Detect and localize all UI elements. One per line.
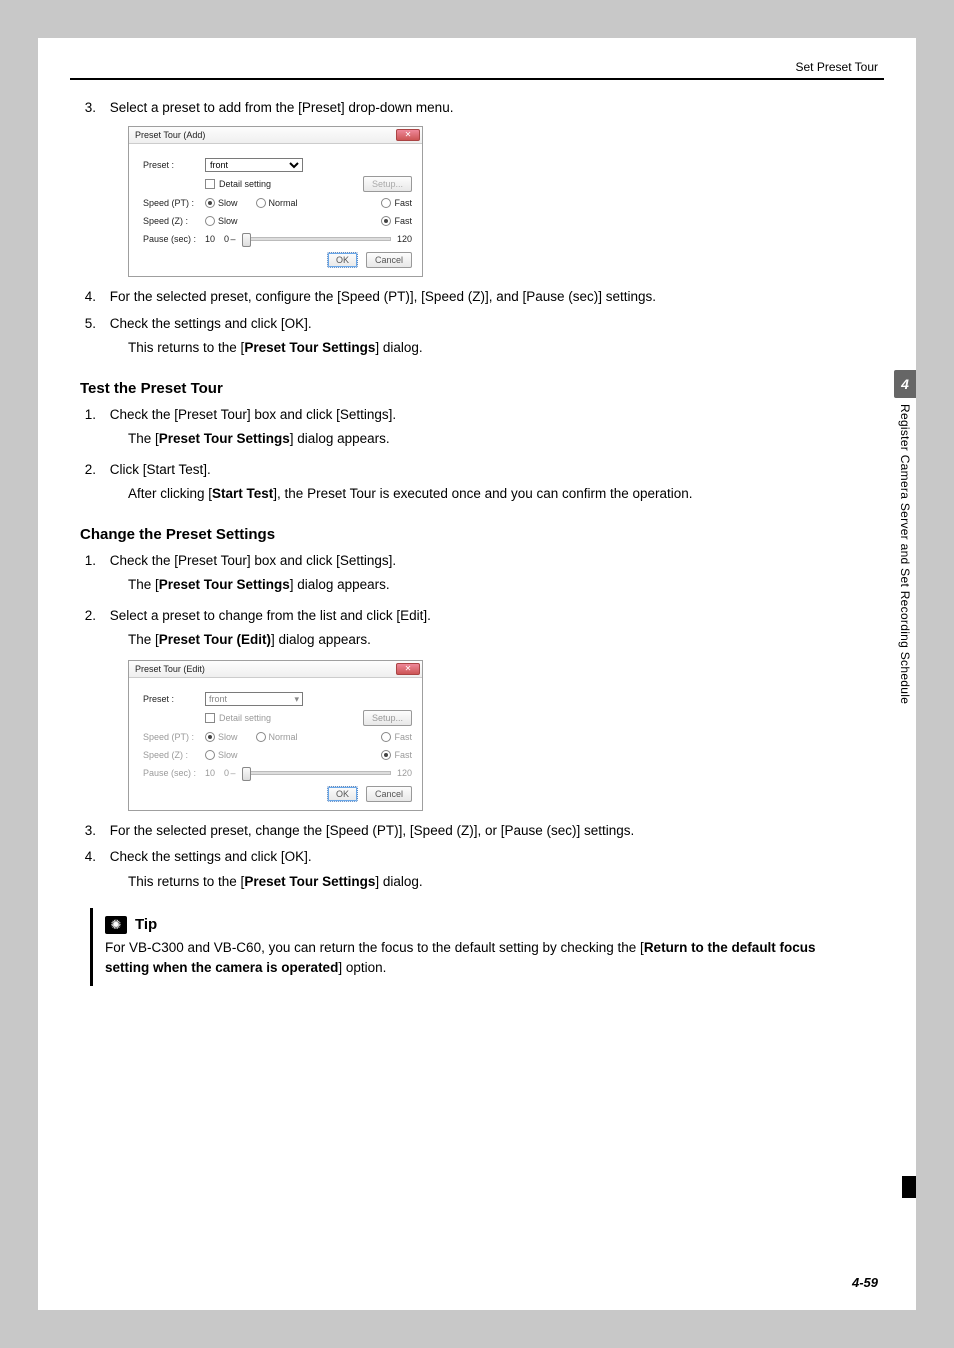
change-step-2-sub: The [Preset Tour (Edit)] dialog appears. — [128, 630, 856, 650]
dialog-titlebar: Preset Tour (Edit) ✕ — [129, 661, 422, 678]
test-step-2: 2. Click [Start Test]. — [80, 460, 856, 480]
speed-z-slow-radio[interactable] — [205, 216, 215, 226]
ok-button[interactable]: OK — [327, 252, 358, 268]
pause-max: 120 — [397, 768, 412, 778]
speed-z-fast-radio[interactable] — [381, 216, 391, 226]
detail-checkbox[interactable] — [205, 713, 215, 723]
speed-pt-normal-radio[interactable] — [256, 198, 266, 208]
pause-value: 0 — [215, 768, 229, 778]
pause-min: 10 — [205, 768, 215, 778]
header-right: Set Preset Tour — [70, 60, 884, 74]
pause-min: 10 — [205, 234, 215, 244]
setup-button[interactable]: Setup... — [363, 710, 412, 726]
dialog-title: Preset Tour (Add) — [135, 130, 205, 140]
edge-marker — [902, 1176, 916, 1198]
tip-label: Tip — [135, 916, 157, 933]
section-test-title: Test the Preset Tour — [80, 380, 856, 397]
chevron-down-icon: ▾ — [294, 694, 299, 705]
preset-tour-add-dialog: Preset Tour (Add) ✕ Preset : front Detai… — [128, 126, 423, 277]
detail-checkbox[interactable] — [205, 179, 215, 189]
pause-value: 0 — [215, 234, 229, 244]
tip-icon: ✺ — [105, 916, 127, 934]
dialog-titlebar: Preset Tour (Add) ✕ — [129, 127, 422, 144]
step-5-sub: This returns to the [Preset Tour Setting… — [128, 338, 856, 358]
change-step-4: 4. Check the settings and click [OK]. — [80, 847, 856, 867]
test-step-1: 1. Check the [Preset Tour] box and click… — [80, 405, 856, 425]
tip-box: ✺ Tip For VB-C300 and VB-C60, you can re… — [90, 908, 856, 987]
preset-label: Preset : — [143, 694, 205, 704]
chapter-title: Register Camera Server and Set Recording… — [898, 404, 912, 704]
step-text: Check the settings and click [OK]. — [110, 316, 312, 331]
preset-label: Preset : — [143, 160, 205, 170]
setup-button[interactable]: Setup... — [363, 176, 412, 192]
page: Set Preset Tour 4 Register Camera Server… — [38, 38, 916, 1310]
preset-select: front▾ — [205, 692, 303, 706]
pause-label: Pause (sec) : — [143, 234, 205, 244]
speed-pt-normal-radio[interactable] — [256, 732, 266, 742]
speed-z-label: Speed (Z) : — [143, 750, 205, 760]
cancel-button[interactable]: Cancel — [366, 252, 412, 268]
step-num: 4. — [80, 287, 106, 307]
ok-button[interactable]: OK — [327, 786, 358, 802]
chapter-tab: 4 Register Camera Server and Set Recordi… — [894, 370, 916, 704]
speed-pt-slow-radio[interactable] — [205, 732, 215, 742]
step-num: 5. — [80, 314, 106, 334]
preset-tour-edit-dialog: Preset Tour (Edit) ✕ Preset : front▾ Det… — [128, 660, 423, 811]
header-rule — [70, 78, 884, 80]
step-5: 5. Check the settings and click [OK]. — [80, 314, 856, 334]
change-step-4-sub: This returns to the [Preset Tour Setting… — [128, 872, 856, 892]
step-text: Select a preset to add from the [Preset]… — [110, 100, 454, 115]
step-text: For the selected preset, configure the [… — [110, 289, 656, 304]
speed-pt-label: Speed (PT) : — [143, 198, 205, 208]
chapter-number: 4 — [894, 370, 916, 398]
test-step-1-sub: The [Preset Tour Settings] dialog appear… — [128, 429, 856, 449]
speed-z-slow-radio[interactable] — [205, 750, 215, 760]
page-number: 4-59 — [852, 1275, 878, 1290]
change-step-1: 1. Check the [Preset Tour] box and click… — [80, 551, 856, 571]
pause-max: 120 — [397, 234, 412, 244]
step-num: 3. — [80, 98, 106, 118]
cancel-button[interactable]: Cancel — [366, 786, 412, 802]
section-change-title: Change the Preset Settings — [80, 526, 856, 543]
tip-body: For VB-C300 and VB-C60, you can return t… — [105, 938, 846, 979]
speed-z-fast-radio[interactable] — [381, 750, 391, 760]
speed-pt-label: Speed (PT) : — [143, 732, 205, 742]
pause-slider[interactable] — [243, 237, 391, 241]
speed-pt-fast-radio[interactable] — [381, 732, 391, 742]
pause-label: Pause (sec) : — [143, 768, 205, 778]
step-3: 3. Select a preset to add from the [Pres… — [80, 98, 856, 118]
change-step-2: 2. Select a preset to change from the li… — [80, 606, 856, 626]
detail-label: Detail setting — [219, 713, 271, 723]
speed-z-label: Speed (Z) : — [143, 216, 205, 226]
preset-select[interactable]: front — [205, 158, 303, 172]
close-icon[interactable]: ✕ — [396, 129, 420, 141]
change-step-1-sub: The [Preset Tour Settings] dialog appear… — [128, 575, 856, 595]
change-step-3: 3. For the selected preset, change the [… — [80, 821, 856, 841]
content: 3. Select a preset to add from the [Pres… — [70, 98, 884, 986]
detail-label: Detail setting — [219, 179, 271, 189]
speed-pt-fast-radio[interactable] — [381, 198, 391, 208]
pause-slider[interactable] — [243, 771, 391, 775]
speed-pt-slow-radio[interactable] — [205, 198, 215, 208]
step-4: 4. For the selected preset, configure th… — [80, 287, 856, 307]
close-icon[interactable]: ✕ — [396, 663, 420, 675]
dialog-title: Preset Tour (Edit) — [135, 664, 205, 674]
test-step-2-sub: After clicking [Start Test], the Preset … — [128, 484, 856, 504]
